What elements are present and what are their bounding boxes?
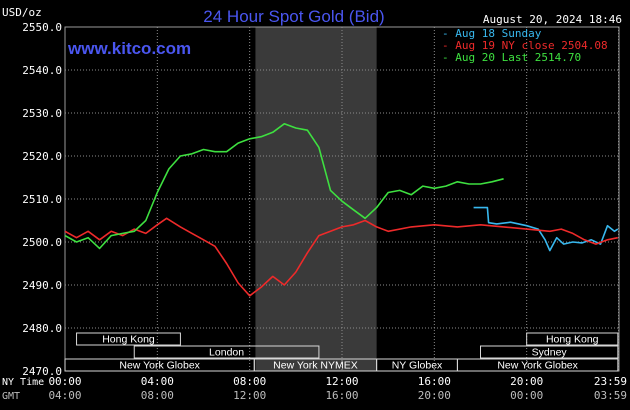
session-label: New York Globex xyxy=(119,360,200,372)
session-box xyxy=(76,332,181,346)
legend-item-aug20: - Aug 20 Last 2514.70 xyxy=(442,51,581,64)
session-label: Hong Kong xyxy=(546,334,599,346)
legend-item-aug19: - Aug 19 NY close 2504.08 xyxy=(442,39,608,52)
legend: - Aug 18 Sunday - Aug 19 NY close 2504.0… xyxy=(442,27,608,64)
session-box xyxy=(526,332,619,346)
session-label: New York NYMEX xyxy=(273,360,358,372)
x-row-label: GMT xyxy=(2,391,20,402)
x-tick-label: 08:00 xyxy=(141,389,174,402)
x-tick-label: 08:00 xyxy=(233,375,266,388)
session-hong-kong: Hong Kong xyxy=(526,332,619,346)
x-tick-label: 20:00 xyxy=(510,375,543,388)
x-row-label: NY Time xyxy=(2,377,44,388)
x-tick-label: 23:59 xyxy=(594,375,627,388)
series-line-0 xyxy=(473,206,619,252)
session-new-york-globex: New York Globex xyxy=(456,358,619,372)
x-tick-label: 16:00 xyxy=(325,389,358,402)
y-tick-label: 2500.0 xyxy=(22,236,62,249)
y-tick-label: 2470.0 xyxy=(22,365,62,378)
session-label: New York Globex xyxy=(497,360,578,372)
x-tick-label: 00:00 xyxy=(48,375,81,388)
x-tick-label: 16:00 xyxy=(418,375,451,388)
session-hong-kong: Hong Kong xyxy=(76,332,181,346)
x-tick-label: 20:00 xyxy=(418,389,451,402)
nymex-highlight-band xyxy=(255,27,377,371)
y-tick-label: 2480.0 xyxy=(22,322,62,335)
x-tick-label: 00:00 xyxy=(510,389,543,402)
session-label: NY Globex xyxy=(392,360,443,372)
session-label: Hong Kong xyxy=(102,334,155,346)
session-box xyxy=(456,358,619,372)
y-tick-labels: 2470.0 2480.0 2490.0 2500.0 2510.0 2520.0 2530… xyxy=(22,21,62,378)
y-tick-label: 2530.0 xyxy=(22,107,62,120)
y-tick-label: 2520.0 xyxy=(22,150,62,163)
y-tick-label: 2490.0 xyxy=(22,279,62,292)
series-line-2 xyxy=(64,123,504,250)
x-tick-label: 12:00 xyxy=(325,375,358,388)
legend-item-aug18: - Aug 18 Sunday xyxy=(442,27,542,40)
y-tick-label: 2540.0 xyxy=(22,64,62,77)
x-tick-labels: NY Time 00:00 04:00 08:00 12:00 16:00 20:00 23:… xyxy=(2,375,627,402)
chart-title: 24 Hour Spot Gold (Bid) xyxy=(203,7,384,26)
x-tick-label: 03:59 xyxy=(594,389,627,402)
x-tick-label: 04:00 xyxy=(48,389,81,402)
x-tick-label: 12:00 xyxy=(233,389,266,402)
session-london: London xyxy=(133,345,320,359)
series-lines xyxy=(64,123,619,297)
x-tick-label: 04:00 xyxy=(141,375,174,388)
session-label: London xyxy=(209,347,244,359)
session-sydney: Sydney xyxy=(480,345,619,359)
y-units-label: USD/oz xyxy=(2,6,42,19)
chart-datetime: August 20, 2024 18:46 xyxy=(483,13,622,26)
session-box xyxy=(133,345,320,359)
session-label: Sydney xyxy=(532,347,568,359)
y-tick-label: 2550.0 xyxy=(22,21,62,34)
y-tick-label: 2510.0 xyxy=(22,193,62,206)
watermark: www.kitco.com xyxy=(67,39,191,58)
series-line-1 xyxy=(64,217,618,297)
session-box xyxy=(480,345,619,359)
